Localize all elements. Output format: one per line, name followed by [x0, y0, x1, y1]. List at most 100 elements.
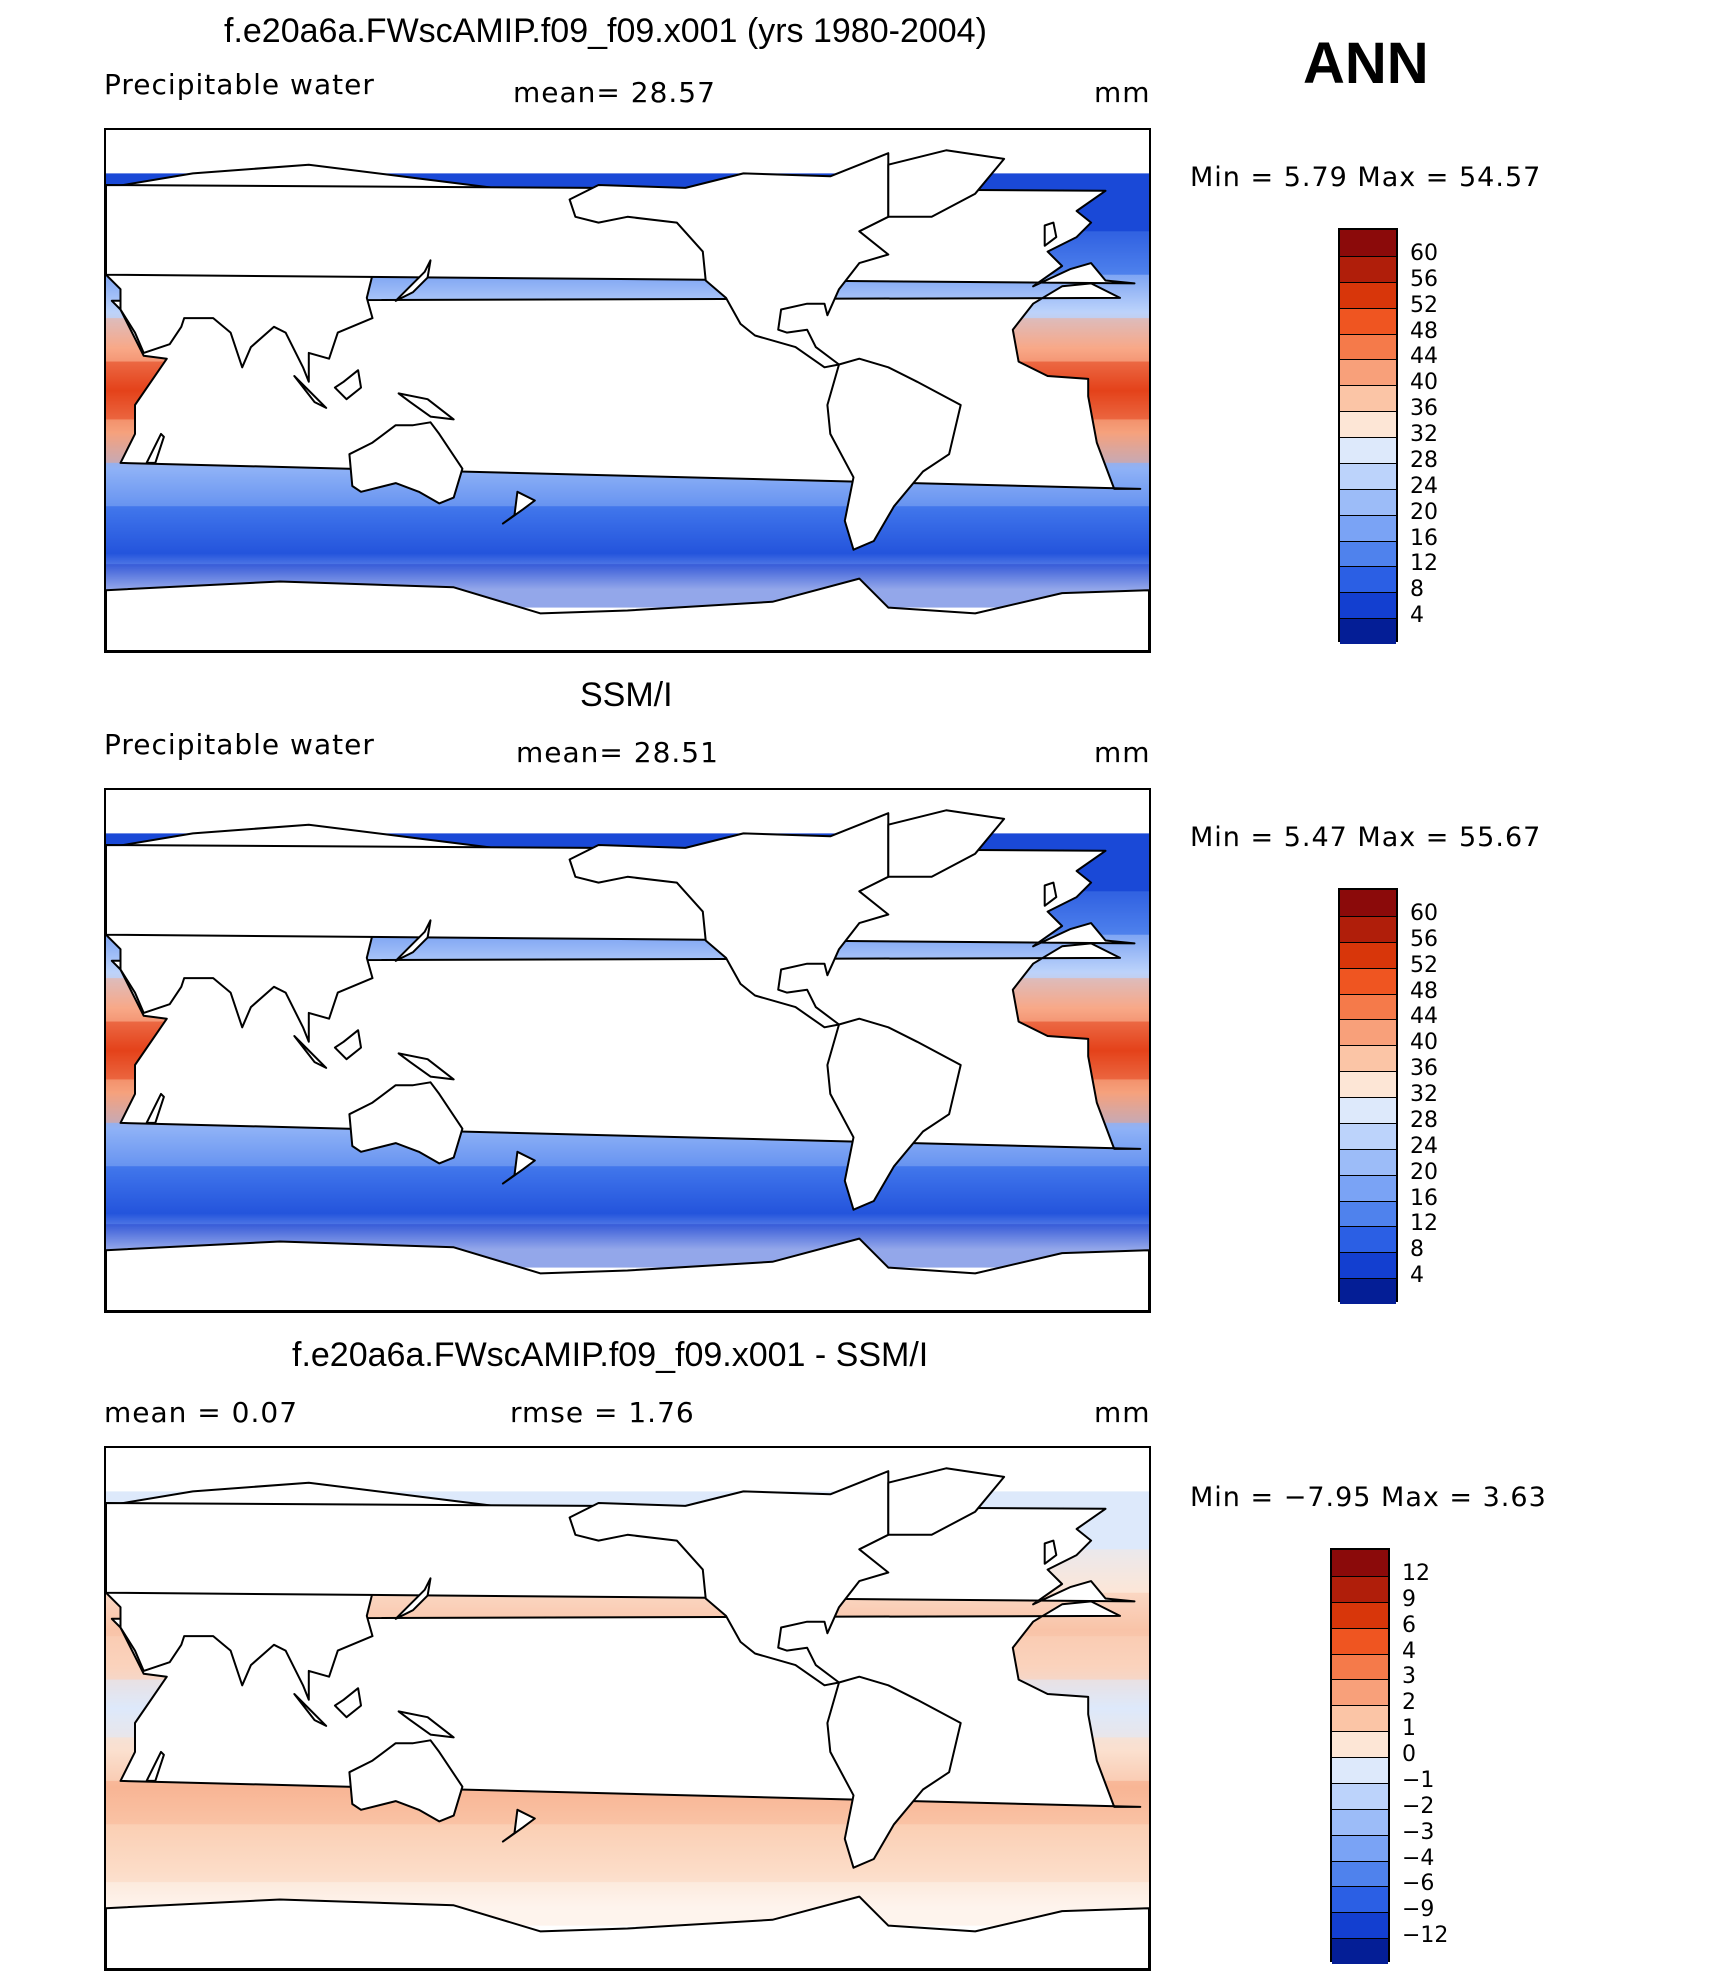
colorbar-tick-label: −9 [1402, 1897, 1435, 1923]
colorbar-tick-label: 56 [1410, 266, 1438, 292]
panel-title: f.e20a6a.FWscAMIP.f09_f09.x001 (yrs 1980… [224, 12, 987, 50]
panel-units: mm [1094, 736, 1151, 769]
coastline [348, 421, 464, 505]
colorbar-tick-label: −12 [1402, 1923, 1449, 1949]
coastline [293, 375, 328, 409]
difference-map [106, 1467, 1149, 1969]
coastline [333, 369, 362, 401]
map-panel-diff [104, 1446, 1151, 1971]
colorbar-swatch [1340, 488, 1396, 515]
coastline [106, 1237, 1149, 1311]
colorbar-tick-label: 32 [1410, 1082, 1438, 1107]
panel-title: f.e20a6a.FWscAMIP.f09_f09.x001 - SSM/I [292, 1336, 929, 1374]
colorbar-swatch [1340, 890, 1396, 916]
coastline [397, 392, 455, 421]
colorbar-tick-label: 16 [1410, 525, 1438, 551]
colorbar-tick-label: 60 [1410, 240, 1438, 266]
colorbar-tick-label: 9 [1402, 1586, 1416, 1612]
colorbar-swatch [1332, 1808, 1388, 1835]
map-panel-obs [104, 788, 1151, 1313]
colorbar-tick-label: −3 [1402, 1819, 1435, 1845]
colorbar-tick-label: 8 [1410, 577, 1424, 603]
colorbar-tick-label: 0 [1402, 1742, 1416, 1767]
panel-mean: mean= 28.57 [513, 76, 716, 109]
panel-rmse: rmse = 1.76 [510, 1396, 695, 1429]
colorbar-swatch [1340, 514, 1396, 541]
precipitable-water-map [106, 149, 1149, 651]
colorbar-swatch [1332, 1601, 1388, 1628]
colorbar-swatch [1332, 1550, 1388, 1576]
colorbar-swatch [1340, 1122, 1396, 1149]
contour-band [106, 1166, 1149, 1225]
colorbar-swatch [1332, 1731, 1388, 1757]
colorbar-swatch [1340, 255, 1396, 282]
panel-left-label: Precipitable water [104, 728, 375, 761]
colorbar-swatch [1340, 281, 1396, 308]
panel-left-label: mean = 0.07 [104, 1396, 299, 1429]
colorbar-tick-label: 52 [1410, 292, 1438, 318]
panel-units: mm [1094, 76, 1151, 109]
colorbar-tick-label: 48 [1410, 318, 1438, 344]
colorbar-swatch [1340, 566, 1396, 593]
colorbar-swatch [1332, 1860, 1388, 1887]
coastline [333, 1029, 362, 1061]
colorbar-swatch [1340, 618, 1396, 644]
coastline [887, 1467, 1006, 1536]
colorbar-tick-label: −6 [1402, 1871, 1435, 1897]
colorbar-model: 60 56 52 48 44 40 36 32 28 24 20 16 12 8 4 [1338, 228, 1438, 644]
colorbar-swatch [1340, 411, 1396, 437]
colorbar-swatch [1340, 1226, 1396, 1253]
colorbar-swatch [1332, 1575, 1388, 1602]
colorbar-tick-label: 2 [1402, 1690, 1416, 1716]
colorbar-swatch [1340, 1097, 1396, 1123]
colorbar-swatch-column [1338, 228, 1398, 644]
colorbar-swatch [1340, 993, 1396, 1020]
colorbar-swatch [1332, 1757, 1388, 1783]
colorbar-swatch [1332, 1834, 1388, 1861]
colorbar-tick-label: 12 [1410, 1211, 1438, 1237]
colorbar-tick-label: 56 [1410, 926, 1438, 952]
coastline [106, 1895, 1149, 1969]
panel-units: mm [1094, 1396, 1151, 1429]
colorbar-swatch [1332, 1912, 1388, 1939]
colorbar-tick-label: 52 [1410, 952, 1438, 978]
colorbar-swatch [1340, 462, 1396, 489]
colorbar-tick-label: 44 [1410, 1004, 1438, 1030]
colorbar-tick-label: 28 [1410, 1107, 1438, 1133]
colorbar-tick-label: −2 [1402, 1793, 1435, 1819]
panel-left-label: Precipitable water [104, 68, 375, 101]
colorbar-diff: 12 9 6 4 3 2 1 0 −1 −2 −3 −4 −6 −9 −12 [1330, 1548, 1448, 1964]
coastline [1043, 881, 1058, 907]
precipitable-water-map [106, 809, 1149, 1311]
contour-band [106, 1824, 1149, 1883]
colorbar-swatch [1332, 1705, 1388, 1732]
colorbar-tick-label: 4 [1410, 1263, 1424, 1289]
colorbar-tick-label: 4 [1402, 1638, 1416, 1664]
colorbar-tick-label: 36 [1410, 1056, 1438, 1082]
colorbar-swatch [1340, 307, 1396, 334]
min-max-readout: Min = 5.47 Max = 55.67 [1190, 822, 1542, 853]
colorbar-swatch [1340, 941, 1396, 968]
colorbar-swatch-column [1338, 888, 1398, 1304]
coastline [1043, 1539, 1058, 1565]
colorbar-tick-label: 28 [1410, 447, 1438, 473]
colorbar-swatch [1340, 333, 1396, 360]
map-panel-model [104, 128, 1151, 653]
colorbar-tick-label: 60 [1410, 900, 1438, 926]
colorbar-tick-label: −4 [1402, 1845, 1435, 1871]
colorbar-tick-label: 1 [1402, 1716, 1416, 1742]
colorbar-tick-label: 40 [1410, 370, 1438, 396]
coastline [348, 1081, 464, 1165]
colorbar-swatch [1340, 230, 1396, 256]
coastline [394, 919, 432, 962]
colorbar-swatch [1340, 1174, 1396, 1201]
colorbar-swatch [1340, 1071, 1396, 1097]
colorbar-swatch [1332, 1627, 1388, 1654]
colorbar-tick-label: 3 [1402, 1664, 1416, 1690]
coastline [826, 357, 962, 551]
colorbar-swatch [1340, 967, 1396, 994]
colorbar-tick-label: 12 [1402, 1560, 1430, 1586]
colorbar-swatch [1340, 359, 1396, 386]
coastline [293, 1035, 328, 1069]
colorbar-swatch [1340, 540, 1396, 567]
